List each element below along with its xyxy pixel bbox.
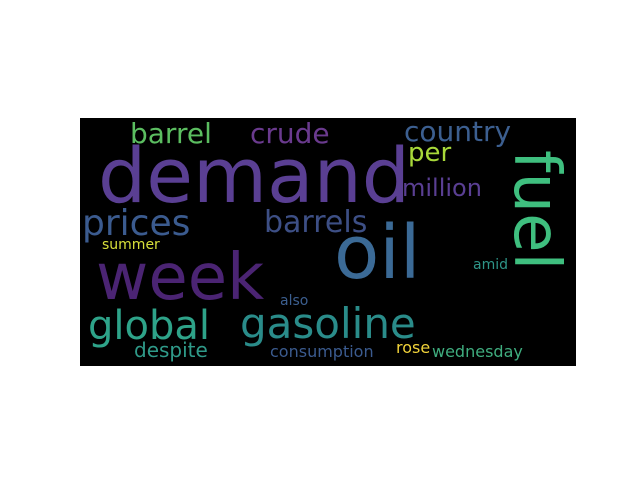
word-country: country (404, 118, 512, 148)
word-crude: crude (250, 118, 330, 150)
word-summer: summer (102, 237, 160, 253)
word-rose: rose (396, 338, 431, 357)
word-fuel: fuel (499, 150, 573, 271)
word-despite: despite (134, 338, 208, 362)
word-wednesday: wednesday (432, 342, 523, 361)
word-also: also (280, 293, 309, 309)
word-global: global (88, 303, 210, 349)
word-barrels: barrels (264, 205, 368, 240)
word-million: million (402, 174, 482, 202)
word-cloud: demand oil week fuel gasoline global pri… (80, 118, 576, 366)
word-prices: prices (82, 203, 191, 244)
word-week: week (96, 241, 265, 315)
word-gasoline: gasoline (240, 299, 416, 348)
word-demand: demand (98, 131, 411, 220)
word-barrel: barrel (130, 118, 212, 150)
word-oil: oil (334, 210, 421, 296)
word-consumption: consumption (270, 342, 374, 361)
word-per: per (408, 138, 452, 168)
word-amid: amid (473, 257, 508, 273)
